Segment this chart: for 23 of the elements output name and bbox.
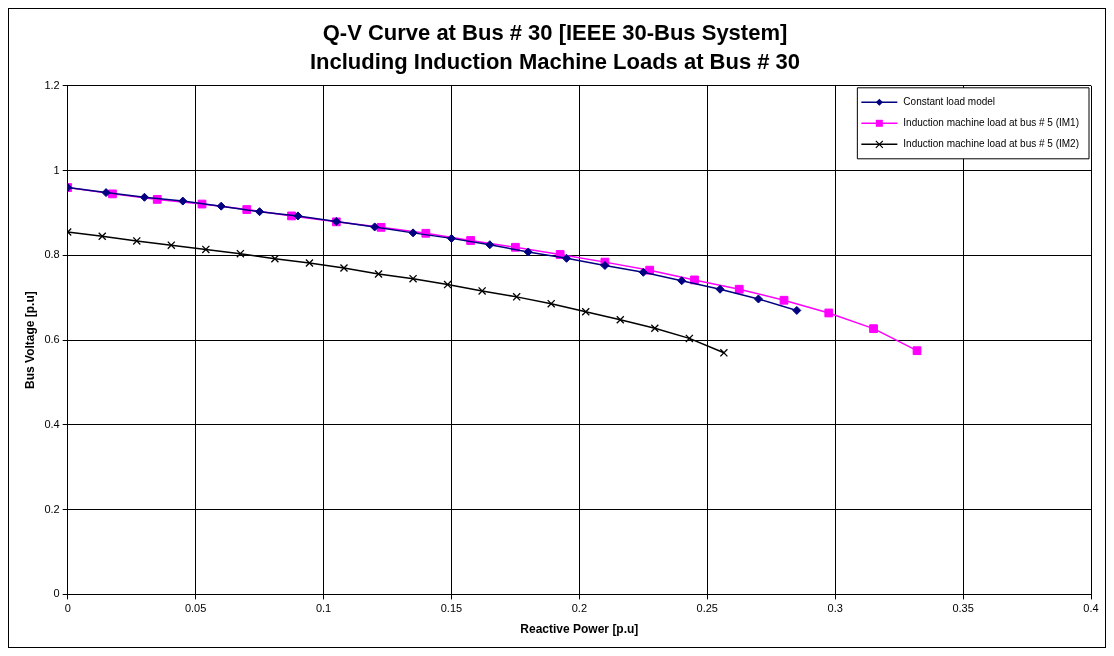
x-tick-label: 0.35 [952,602,974,615]
chart-title: Q-V Curve at Bus # 30 [IEEE 30-Bus System] [322,20,788,46]
y-tick-label: 0.6 [44,333,60,346]
legend-label: Constant load model [903,96,996,108]
x-tick-label: 0 [64,602,71,615]
y-tick-label: 1 [53,163,60,176]
y-tick-label: 0.8 [44,248,60,261]
x-tick-label: 0.1 [315,602,332,615]
y-tick-label: 0.4 [44,417,60,430]
y-axis-title: Bus Voltage [p.u] [22,291,37,389]
x-axis-title: Reactive Power [p.u] [520,622,639,637]
x-tick-label: 0.15 [440,602,463,615]
x-tick-label: 0.25 [696,602,718,615]
x-tick-label: 0.3 [827,602,843,615]
legend-label: Induction machine load at bus # 5 (IM1) [903,117,1079,129]
chart-subtitle: Including Induction Machine Loads at Bus # 30 [309,48,801,74]
x-tick-label: 0.4 [1083,602,1099,615]
y-tick-label: 1.2 [44,78,60,91]
y-tick-label: 0 [53,587,60,600]
legend-label: Induction machine load at bus # 5 (IM2) [903,138,1079,150]
x-tick-label: 0.2 [571,602,587,615]
y-tick-label: 0.2 [44,502,60,515]
x-tick-label: 0.05 [184,602,207,615]
